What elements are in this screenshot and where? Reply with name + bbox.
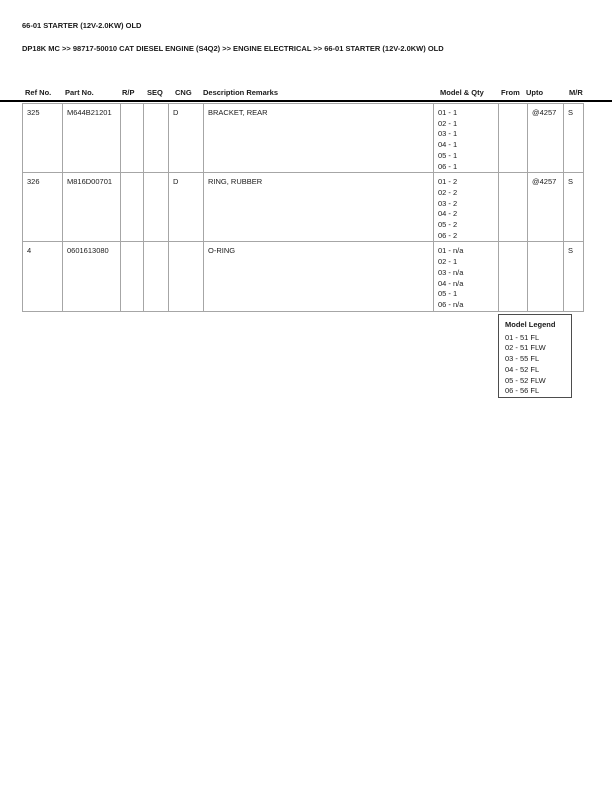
cell-cng: D bbox=[168, 172, 204, 243]
model-legend-title: Model Legend bbox=[505, 320, 556, 329]
header-rule bbox=[0, 100, 612, 102]
model-qty-line: 06 - 1 bbox=[438, 161, 458, 171]
model-legend: Model Legend 01 - 51 FL 02 - 51 FLW 03 -… bbox=[498, 314, 572, 398]
col-header-rp: R/P bbox=[122, 88, 135, 97]
breadcrumb: DP18K MC >> 98717-50010 CAT DIESEL ENGIN… bbox=[22, 44, 444, 53]
cell-model-qty: 01 - 1 02 - 1 03 - 1 04 - 1 05 - 1 06 - … bbox=[433, 102, 499, 174]
col-header-mr: M/R bbox=[569, 88, 583, 97]
cell-ref-no: 4 bbox=[22, 241, 63, 312]
cell-rp bbox=[120, 172, 144, 243]
model-qty-line: 06 - 2 bbox=[438, 230, 458, 240]
table-row: 4 0601613080 O-RING 01 - n/a 02 - 1 03 -… bbox=[22, 241, 584, 312]
col-header-seq: SEQ bbox=[147, 88, 163, 97]
cell-upto: @4257 bbox=[527, 172, 564, 243]
cell-ref-no: 326 bbox=[22, 172, 63, 243]
cell-rp bbox=[120, 241, 144, 312]
col-header-ref-no: Ref No. bbox=[25, 88, 52, 97]
cell-cng: D bbox=[168, 102, 204, 174]
model-qty-line: 02 - 1 bbox=[438, 118, 458, 128]
cell-part-no: M816D00701 bbox=[62, 172, 121, 243]
cell-part-no: 0601613080 bbox=[62, 241, 121, 312]
model-qty-line: 03 - n/a bbox=[438, 267, 464, 277]
cell-upto: @4257 bbox=[527, 102, 564, 174]
model-qty-line: 04 - 2 bbox=[438, 209, 458, 219]
cell-description: RING, RUBBER bbox=[203, 172, 434, 243]
col-header-part-no: Part No. bbox=[65, 88, 94, 97]
model-legend-item: 04 - 52 FL bbox=[505, 364, 540, 374]
cell-seq bbox=[143, 172, 169, 243]
cell-cng bbox=[168, 241, 204, 312]
col-header-cng: CNG bbox=[175, 88, 192, 97]
model-qty-line: 03 - 2 bbox=[438, 198, 458, 208]
model-qty-line: 05 - 1 bbox=[438, 289, 458, 299]
col-header-upto: Upto bbox=[526, 88, 544, 97]
cell-upto bbox=[527, 241, 564, 312]
model-qty-line: 05 - 1 bbox=[438, 150, 458, 160]
model-qty-line: 03 - 1 bbox=[438, 129, 458, 139]
col-header-description: Description Remarks bbox=[203, 88, 279, 97]
parts-table: 325 M644B21201 D BRACKET, REAR 01 - 1 02… bbox=[22, 102, 584, 312]
model-qty-line: 02 - 1 bbox=[438, 257, 458, 267]
col-header-model-qty: Model & Qty bbox=[440, 88, 484, 97]
cell-part-no: M644B21201 bbox=[62, 102, 121, 174]
cell-seq bbox=[143, 241, 169, 312]
model-qty-line: 04 - n/a bbox=[438, 278, 464, 288]
table-row: 325 M644B21201 D BRACKET, REAR 01 - 1 02… bbox=[22, 102, 584, 174]
model-legend-item: 02 - 51 FLW bbox=[505, 343, 546, 353]
model-legend-item: 03 - 55 FL bbox=[505, 354, 540, 364]
model-qty-line: 06 - n/a bbox=[438, 299, 464, 309]
cell-from bbox=[498, 102, 528, 174]
cell-model-qty: 01 - 2 02 - 2 03 - 2 04 - 2 05 - 2 06 - … bbox=[433, 172, 499, 243]
cell-mr: S bbox=[563, 102, 584, 174]
cell-seq bbox=[143, 102, 169, 174]
model-qty-line: 02 - 2 bbox=[438, 187, 458, 197]
model-legend-item: 06 - 56 FL bbox=[505, 386, 540, 396]
cell-from bbox=[498, 172, 528, 243]
col-header-from: From bbox=[501, 88, 520, 97]
model-qty-line: 05 - 2 bbox=[438, 220, 458, 230]
model-qty-line: 04 - 1 bbox=[438, 140, 458, 150]
cell-ref-no: 325 bbox=[22, 102, 63, 174]
cell-rp bbox=[120, 102, 144, 174]
model-qty-line: 01 - 1 bbox=[438, 108, 458, 117]
model-legend-item: 05 - 52 FLW bbox=[505, 375, 546, 385]
page-title: 66-01 STARTER (12V-2.0KW) OLD bbox=[22, 21, 142, 30]
cell-model-qty: 01 - n/a 02 - 1 03 - n/a 04 - n/a 05 - 1… bbox=[433, 241, 499, 312]
cell-description: O-RING bbox=[203, 241, 434, 312]
cell-from bbox=[498, 241, 528, 312]
model-qty-line: 01 - 2 bbox=[438, 177, 458, 187]
table-column-headers: Ref No. Part No. R/P SEQ CNG Description… bbox=[0, 88, 612, 99]
cell-mr: S bbox=[563, 241, 584, 312]
table-row: 326 M816D00701 D RING, RUBBER 01 - 2 02 … bbox=[22, 172, 584, 243]
cell-description: BRACKET, REAR bbox=[203, 102, 434, 174]
model-qty-line: 01 - n/a bbox=[438, 246, 464, 256]
model-legend-item: 01 - 51 FL bbox=[505, 332, 540, 342]
cell-mr: S bbox=[563, 172, 584, 243]
